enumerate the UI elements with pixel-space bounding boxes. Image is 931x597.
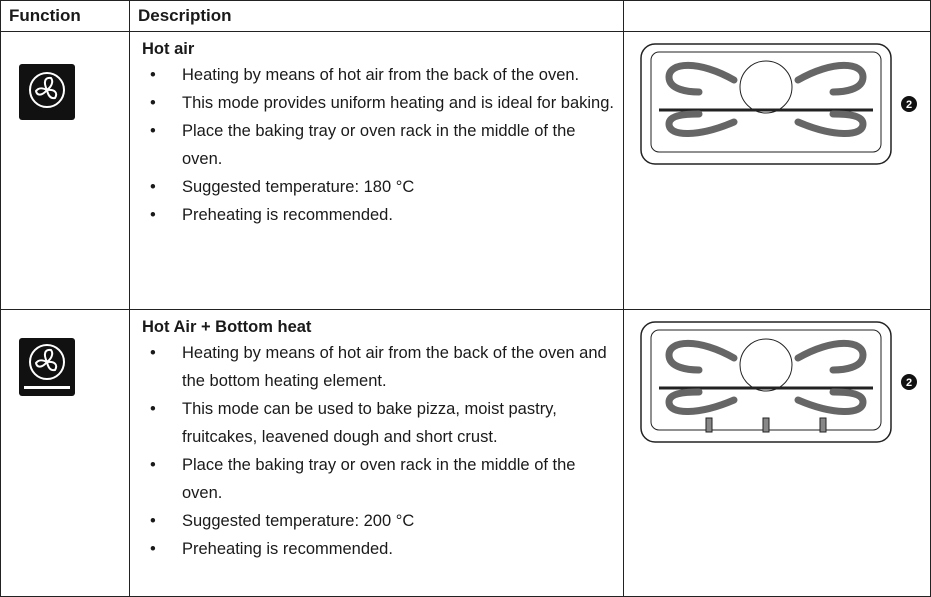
heating-element [820, 418, 826, 432]
mode-title: Hot Air + Bottom heat [142, 315, 615, 339]
bullet: Place the baking tray or oven rack in th… [142, 117, 615, 173]
airflow-arrow [669, 343, 734, 370]
image-cell: 2 [624, 32, 931, 310]
bullet: Suggested temperature: 180 °C [142, 173, 615, 201]
airflow-arrow [798, 114, 863, 134]
header-cell: Function [1, 1, 130, 32]
description-cell: Hot air Heating by means of hot air from… [130, 32, 624, 310]
airflow-arrow [798, 343, 863, 370]
image-cell: 2 [624, 310, 931, 597]
fan [740, 61, 792, 113]
page: {"header": {"function": "Function", "des… [0, 0, 931, 585]
airflow-arrow [798, 65, 863, 92]
airflow-arrow [798, 392, 863, 412]
icon-cell [1, 310, 130, 597]
bullet: Suggested temperature: 200 °C [142, 507, 615, 535]
bullet: Preheating is recommended. [142, 201, 615, 229]
heating-element [763, 418, 769, 432]
bullet: Heating by means of hot air from the bac… [142, 61, 615, 89]
mode-title: Hot air [142, 37, 615, 61]
bullet: This mode can be used to bake pizza, moi… [142, 395, 615, 451]
icon-cell [1, 32, 130, 310]
fan [740, 339, 792, 391]
airflow-arrow [669, 392, 734, 412]
hot-air-bottom-icon [19, 338, 75, 396]
description-cell: Hot Air + Bottom heat Heating by means o… [130, 310, 624, 597]
airflow-arrow [669, 114, 734, 134]
bullet-list: Heating by means of hot air from the bac… [142, 61, 615, 229]
heating-element [706, 418, 712, 432]
row: Hot air Heating by means of hot air from… [1, 32, 931, 310]
row: Hot Air + Bottom heat Heating by means o… [1, 310, 931, 597]
oven-diagram: 2 [639, 320, 919, 445]
header-cell [624, 1, 931, 32]
bullet: Preheating is recommended. [142, 535, 615, 563]
bullet-list: Heating by means of hot air from the bac… [142, 339, 615, 563]
header-cell: Description [130, 1, 624, 32]
hot-air-icon [19, 64, 75, 120]
bullet: Heating by means of hot air from the bac… [142, 339, 615, 395]
bullet: Place the baking tray or oven rack in th… [142, 451, 615, 507]
badge-label: 2 [906, 377, 912, 389]
oven-diagram: 2 [639, 42, 919, 167]
badge-label: 2 [906, 99, 912, 111]
airflow-arrow [669, 65, 734, 92]
header-row: Function Description [1, 1, 931, 32]
functions-table: Function Description Hot air Heating by … [0, 0, 931, 597]
bullet: This mode provides uniform heating and i… [142, 89, 615, 117]
